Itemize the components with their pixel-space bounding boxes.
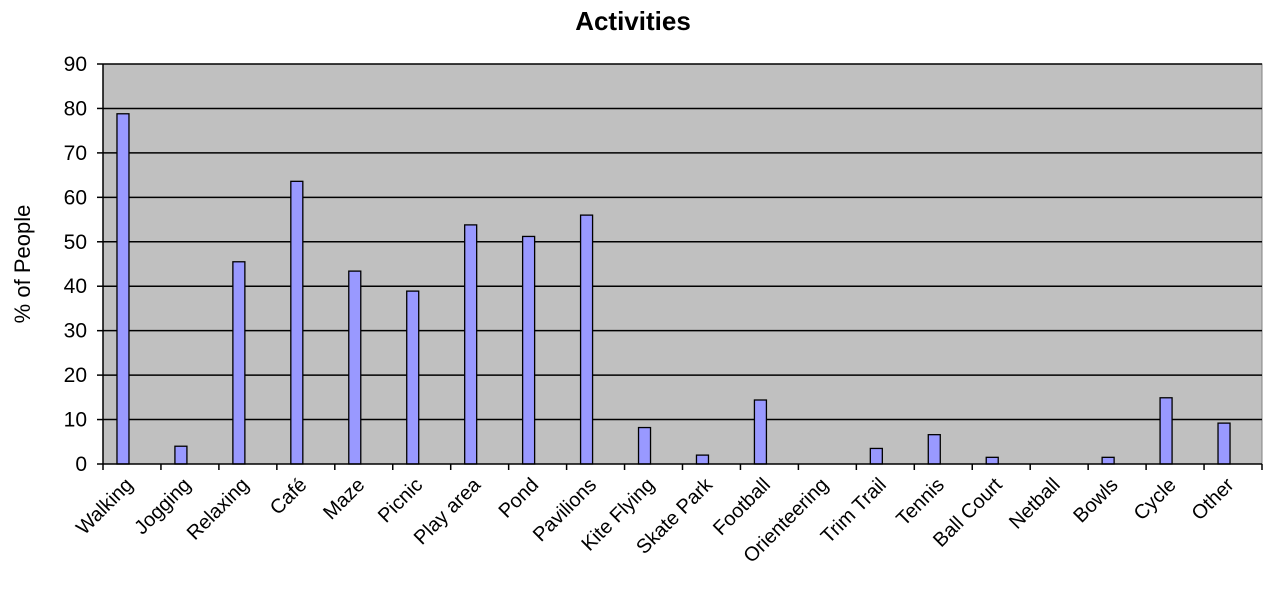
bar-jogging (174, 445, 188, 465)
y-tick-label: 90 (64, 53, 87, 76)
x-tick-label: Walking (72, 474, 137, 539)
bar-maze (348, 270, 362, 465)
bar-ball-court (985, 456, 999, 465)
x-tick-label: Picnic (374, 474, 427, 527)
bar-picnic (406, 290, 420, 465)
bar-tennis (927, 434, 941, 465)
x-tick-label: Pond (495, 474, 544, 523)
chart-title: Activities (575, 6, 691, 36)
x-tick-label: Other (1188, 474, 1239, 525)
y-tick-label: 60 (64, 186, 87, 209)
y-tick-label: 20 (64, 364, 87, 387)
y-tick-label: 50 (64, 231, 87, 254)
bar-pond (521, 235, 536, 465)
bar-cycle (1159, 397, 1173, 465)
axes (97, 63, 1263, 470)
bar-skate-park (695, 454, 710, 465)
bar-pavilions (579, 214, 594, 465)
plot-area (102, 63, 1263, 465)
y-tick-label: 40 (64, 275, 87, 298)
y-tick-labels: 0 10 20 30 40 50 60 70 80 90 (64, 53, 87, 476)
y-tick-label: 30 (64, 320, 87, 343)
bar-kite-flying (637, 426, 652, 465)
bars (116, 113, 1231, 465)
y-axis-label: % of People (10, 205, 35, 324)
y-tick-label: 70 (64, 142, 87, 165)
bar-caf- (290, 180, 304, 465)
bar-trim-trail (869, 447, 883, 465)
bar-relaxing (232, 261, 246, 465)
bar-bowls (1101, 456, 1115, 465)
y-tick-label: 10 (64, 409, 87, 432)
bar-walking (116, 113, 130, 465)
y-tick-label: 80 (64, 97, 87, 120)
y-tick-label: 0 (75, 453, 87, 476)
x-tick-label: Relaxing (183, 474, 254, 545)
x-tick-label: Bowls (1069, 474, 1122, 527)
x-tick-label: Netball (1005, 474, 1065, 534)
x-tick-label: Café (266, 474, 311, 519)
bar-play-area (464, 224, 478, 465)
bar-football (753, 399, 768, 465)
bar-other (1217, 422, 1231, 465)
x-tick-label: Tennis (892, 474, 948, 530)
x-tick-label: Cycle (1130, 474, 1181, 525)
x-tick-label: Maze (319, 474, 369, 524)
